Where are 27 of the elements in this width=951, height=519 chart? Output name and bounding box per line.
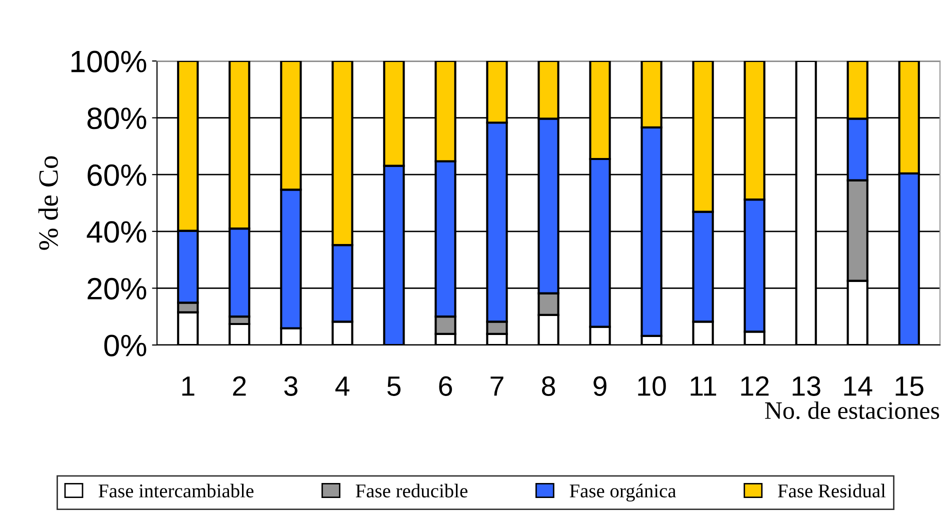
- x-axis-title: No. de estaciones: [765, 401, 940, 420]
- x-tick-label: 14: [844, 376, 872, 396]
- legend-label: Fase reducible: [356, 484, 468, 498]
- legend-label: Fase Residual: [778, 484, 886, 498]
- x-tick-label: 3: [284, 376, 298, 396]
- x-tick-label: 9: [594, 376, 606, 396]
- x-tick-label: 1: [182, 376, 194, 396]
- x-tick-label: 7: [490, 376, 504, 396]
- y-tick-label: 40%: [86, 221, 146, 243]
- y-tick-label: 100%: [71, 50, 146, 72]
- y-tick-label: 60%: [88, 164, 146, 186]
- x-tick-label: 10: [638, 376, 666, 396]
- x-tick-label: 6: [439, 376, 452, 396]
- y-tick-label: 20%: [88, 278, 146, 300]
- x-tick-label: 11: [690, 376, 716, 396]
- x-tick-label: 13: [792, 376, 820, 396]
- x-tick-label: 15: [896, 376, 924, 396]
- y-tick-label: 0%: [104, 334, 146, 356]
- y-tick-label: 80%: [87, 108, 146, 130]
- x-tick-label: 8: [542, 376, 556, 396]
- y-axis-title: % de Co: [38, 156, 58, 250]
- x-tick-label: 2: [233, 376, 246, 396]
- x-tick-label: 4: [335, 376, 350, 396]
- x-tick-label: 12: [741, 376, 769, 396]
- legend-label: Fase orgánica: [570, 484, 676, 502]
- x-tick-label: 5: [387, 376, 401, 396]
- legend-label: Fase intercambiable: [98, 484, 254, 498]
